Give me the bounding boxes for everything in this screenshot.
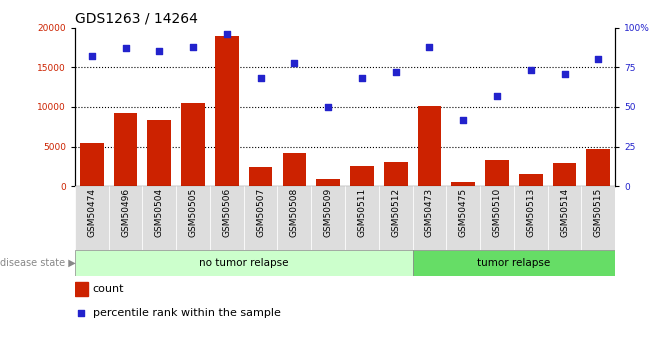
Point <box>492 93 502 99</box>
Bar <box>277 186 311 250</box>
Bar <box>80 144 104 186</box>
Bar <box>345 186 379 250</box>
Text: no tumor relapse: no tumor relapse <box>199 258 288 268</box>
Text: GSM50473: GSM50473 <box>425 188 434 237</box>
Point <box>291 222 301 228</box>
Text: GSM50510: GSM50510 <box>493 188 501 237</box>
Bar <box>547 186 581 250</box>
Text: GSM50504: GSM50504 <box>155 188 164 237</box>
Bar <box>148 120 171 186</box>
Text: GSM50508: GSM50508 <box>290 188 299 237</box>
Text: GSM50511: GSM50511 <box>357 188 367 237</box>
Bar <box>143 186 176 250</box>
Point <box>357 76 367 81</box>
Point <box>120 46 131 51</box>
Bar <box>447 186 480 250</box>
Text: GSM50515: GSM50515 <box>594 188 603 237</box>
Bar <box>109 186 143 250</box>
Point <box>391 69 401 75</box>
Bar <box>379 186 413 250</box>
Point <box>559 71 570 76</box>
Text: GSM50474: GSM50474 <box>87 188 96 237</box>
Bar <box>413 186 447 250</box>
Bar <box>485 160 509 186</box>
Bar <box>553 163 576 186</box>
Text: GSM50496: GSM50496 <box>121 188 130 237</box>
Point <box>255 76 266 81</box>
Bar <box>181 103 205 186</box>
Bar <box>75 282 88 296</box>
Bar <box>350 166 374 186</box>
Bar <box>215 36 239 186</box>
Point <box>424 44 435 49</box>
Bar <box>451 181 475 186</box>
Text: GSM50507: GSM50507 <box>256 188 265 237</box>
Bar <box>480 186 514 250</box>
Bar <box>210 186 243 250</box>
Bar <box>418 106 441 186</box>
Text: GSM50509: GSM50509 <box>324 188 333 237</box>
Point <box>525 68 536 73</box>
Text: GSM50475: GSM50475 <box>459 188 467 237</box>
Point <box>87 53 97 59</box>
Bar <box>384 162 408 186</box>
Bar <box>114 112 137 186</box>
Text: percentile rank within the sample: percentile rank within the sample <box>92 308 281 317</box>
Bar <box>514 186 547 250</box>
Text: disease state ▶: disease state ▶ <box>0 258 76 268</box>
Text: tumor relapse: tumor relapse <box>477 258 551 268</box>
Text: GSM50506: GSM50506 <box>223 188 231 237</box>
Text: GSM50512: GSM50512 <box>391 188 400 237</box>
Text: GSM50513: GSM50513 <box>526 188 535 237</box>
Text: GSM50514: GSM50514 <box>560 188 569 237</box>
Bar <box>75 186 109 250</box>
Bar <box>249 167 272 186</box>
Point <box>188 44 199 49</box>
Bar <box>581 186 615 250</box>
Bar <box>75 250 413 276</box>
Bar <box>413 250 615 276</box>
Bar <box>587 149 610 186</box>
Bar <box>176 186 210 250</box>
Bar <box>243 186 277 250</box>
Bar <box>519 174 542 186</box>
Bar <box>283 153 306 186</box>
Point <box>289 60 299 65</box>
Point <box>458 117 469 122</box>
Point <box>221 31 232 37</box>
Bar <box>311 186 345 250</box>
Text: GDS1263 / 14264: GDS1263 / 14264 <box>75 11 198 25</box>
Text: GSM50505: GSM50505 <box>189 188 197 237</box>
Point <box>323 104 333 110</box>
Point <box>593 57 603 62</box>
Point <box>154 49 165 54</box>
Bar <box>316 179 340 186</box>
Text: count: count <box>92 284 124 294</box>
